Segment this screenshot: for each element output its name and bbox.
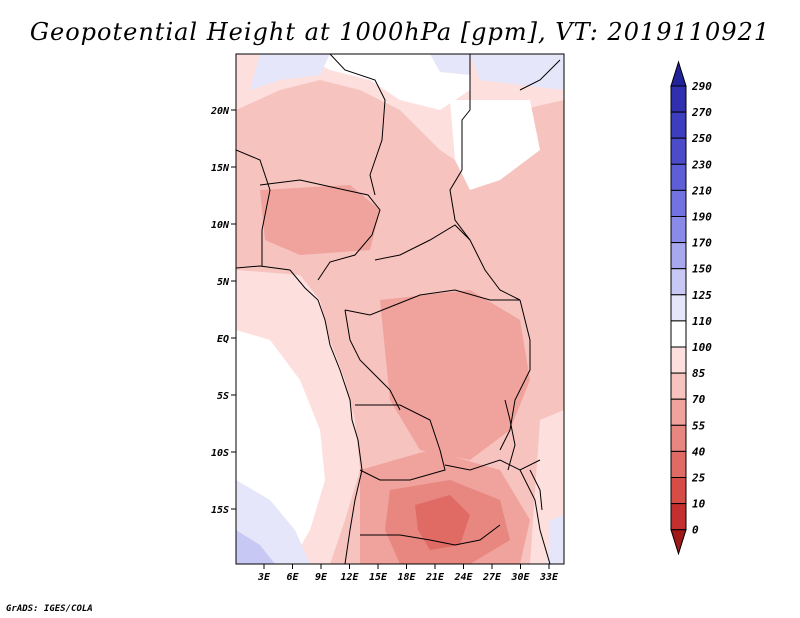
lon-tick-label: 6E [286, 572, 299, 583]
lat-tick-label: 10S [211, 448, 229, 459]
colorbar-segment [670, 85, 687, 113]
latitude-ticks: 20N 15N 10N 5N EQ 5S 10S 15S [210, 106, 236, 516]
border-mozambique [519, 469, 551, 564]
border-car-drc [344, 289, 520, 316]
coastline [236, 265, 363, 564]
lon-tick-label: 33E [539, 572, 559, 583]
map-frame [235, 53, 565, 565]
colorbar-label: 190 [692, 211, 712, 224]
border-congo [344, 309, 401, 411]
credit-label: GrADS: IGES/COLA [6, 604, 93, 614]
lat-tick-label: 15N [211, 163, 230, 174]
lat-tick-label: 20N [210, 106, 230, 117]
border-chad-car [374, 224, 471, 261]
colorbar-label: 55 [692, 419, 706, 432]
border-drc-east [499, 299, 531, 451]
chart-title: Geopotential Height at 1000hPa [gpm], VT… [29, 18, 771, 46]
colorbar-label: 230 [691, 158, 712, 171]
colorbar-label: 110 [692, 315, 712, 328]
colorbar-label: 125 [692, 289, 712, 302]
colorbar-segment [670, 503, 687, 531]
field-sahel [260, 185, 380, 255]
border-niger-nigeria [259, 179, 381, 281]
colorbar-label: 170 [692, 237, 712, 250]
colorbar-segment [670, 398, 687, 426]
colorbar-label: 150 [692, 263, 712, 276]
colorbar-segment [670, 189, 687, 217]
field-ocean-blue2 [236, 530, 275, 564]
lat-tick-label: 5S [217, 391, 229, 402]
lat-tick-label: 10N [211, 220, 230, 231]
border-lake-tanganyika [504, 399, 516, 471]
lon-tick-label: 12E [340, 572, 359, 583]
field-blue-egypt [470, 54, 564, 90]
longitude-ticks: 3E 6E 9E 12E 15E 18E 21E 24E 27E 30E 33E [257, 564, 559, 583]
lon-tick-label: 21E [425, 572, 445, 583]
lon-tick-label: 9E [315, 572, 328, 583]
border-west [236, 149, 271, 266]
colorbar-segment [670, 424, 687, 452]
field-east-blue [548, 515, 564, 564]
colorbar-top-arrow [670, 60, 687, 87]
colorbar-bottom-arrow [670, 529, 687, 556]
lon-tick-label: 3E [257, 572, 271, 583]
lon-tick-label: 30E [510, 572, 530, 583]
colorbar-segment [670, 346, 687, 374]
border-egypt [461, 54, 471, 170]
colorbar-label: 10 [692, 498, 706, 511]
colorbar-segment [670, 111, 687, 139]
colorbar-segment [670, 477, 687, 505]
border-libya-chad [329, 54, 386, 196]
colorbar-segment [670, 216, 687, 244]
lon-tick-label: 27E [482, 572, 502, 583]
border-red-sea [519, 59, 561, 91]
lat-tick-label: 5N [217, 277, 230, 288]
colorbar-segment [670, 268, 687, 296]
lon-tick-label: 18E [397, 572, 416, 583]
colorbar-label: 210 [691, 184, 712, 197]
map-plot [236, 54, 564, 564]
colorbar-label: 290 [691, 80, 712, 93]
lat-tick-label: EQ [217, 334, 229, 345]
colorbar-segment [670, 450, 687, 478]
borders [236, 54, 561, 564]
colorbar-segment [670, 137, 687, 165]
border-angola [355, 404, 446, 481]
colorbar-label: 40 [692, 445, 706, 458]
lon-tick-label: 15E [369, 572, 388, 583]
colorbar-segment [670, 242, 687, 270]
border-lake-malawi [529, 469, 543, 511]
colorbar-segment [670, 372, 687, 400]
field-congo-low [380, 290, 530, 460]
colorbar-label: 25 [691, 472, 706, 485]
field-blue-north [250, 54, 330, 90]
colorbar-label: 0 [692, 524, 699, 537]
field-libya-white [450, 100, 540, 190]
lat-tick-label: 15S [211, 505, 229, 516]
colorbar-segment [670, 294, 687, 322]
colorbar-label: 250 [691, 132, 712, 145]
colorbar-label: 270 [691, 106, 712, 119]
colorbar-label: 100 [692, 341, 712, 354]
field-south-deep [415, 495, 470, 550]
colorbar-label: 85 [692, 367, 706, 380]
colorbar-label: 70 [692, 393, 706, 406]
colorbar-segment [670, 163, 687, 191]
field-blue-nw [430, 54, 470, 75]
colorbar-segment [670, 320, 687, 348]
border-namibia-botswana [360, 524, 501, 546]
colorbar: 2902702502302101901701501251101008570554… [670, 60, 712, 556]
border-zambia [444, 459, 541, 471]
lon-tick-label: 24E [453, 572, 473, 583]
